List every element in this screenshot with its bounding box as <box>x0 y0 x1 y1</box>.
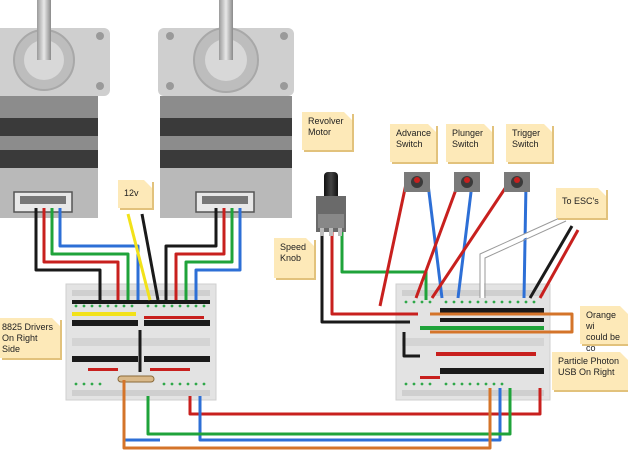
note-photon: Particle Photon USB On Right <box>552 352 628 390</box>
note-orange-wire: Orange wi could be co <box>580 306 628 353</box>
note-trigger-switch: Trigger Switch <box>506 124 552 162</box>
note-speed-knob: Speed Knob <box>274 238 314 278</box>
note-plunger-switch: Plunger Switch <box>446 124 492 162</box>
note-to-escs: To ESC's <box>556 188 606 218</box>
trigger-switch <box>504 172 530 192</box>
note-advance-switch: Advance Switch <box>390 124 436 162</box>
note-revolver-motor: Revolver Motor <box>302 112 352 150</box>
stepper-motor-revolver <box>158 0 294 218</box>
note-drivers: 8825 Drivers On Right Side <box>0 318 60 358</box>
potentiometer <box>316 172 346 236</box>
wires <box>34 183 580 450</box>
plunger-switch <box>454 172 480 192</box>
breadboard-right <box>395 283 551 401</box>
note-12v: 12v <box>118 180 152 208</box>
advance-switch <box>404 172 430 192</box>
stepper-motor-left <box>0 0 110 218</box>
